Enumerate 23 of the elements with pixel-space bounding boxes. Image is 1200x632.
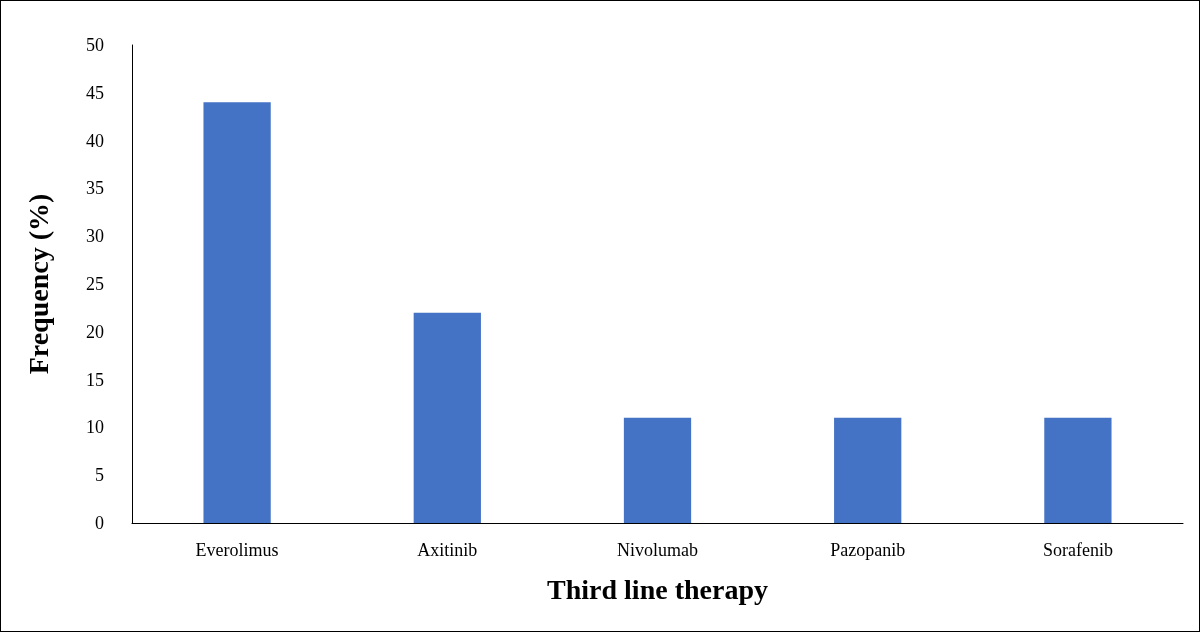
x-tick-label: Everolimus [195,540,279,560]
x-tick-label: Axitinib [417,540,478,560]
bar [834,417,902,523]
y-tick-label: 50 [86,35,104,55]
x-tick-label: Pazopanib [830,540,906,560]
x-tick-label: Sorafenib [1042,540,1113,560]
x-axis-title: Third line therapy [547,573,768,605]
y-tick-label: 10 [86,417,104,438]
x-tick-label: Nivolumab [617,540,698,560]
y-tick-label: 30 [86,226,104,247]
y-tick-label: 45 [86,82,104,103]
bar [413,312,481,523]
y-tick-label: 15 [86,369,104,390]
bar [623,417,692,523]
y-tick-label: 0 [95,513,104,533]
y-tick-label: 25 [86,274,104,294]
y-tick-label: 20 [86,321,104,342]
y-tick-label: 40 [86,130,104,151]
y-tick-label: 5 [95,465,104,486]
y-axis-title: Frequency (%) [22,193,54,375]
bar [203,102,271,523]
bar [1044,417,1112,523]
y-tick-label: 35 [86,178,104,199]
